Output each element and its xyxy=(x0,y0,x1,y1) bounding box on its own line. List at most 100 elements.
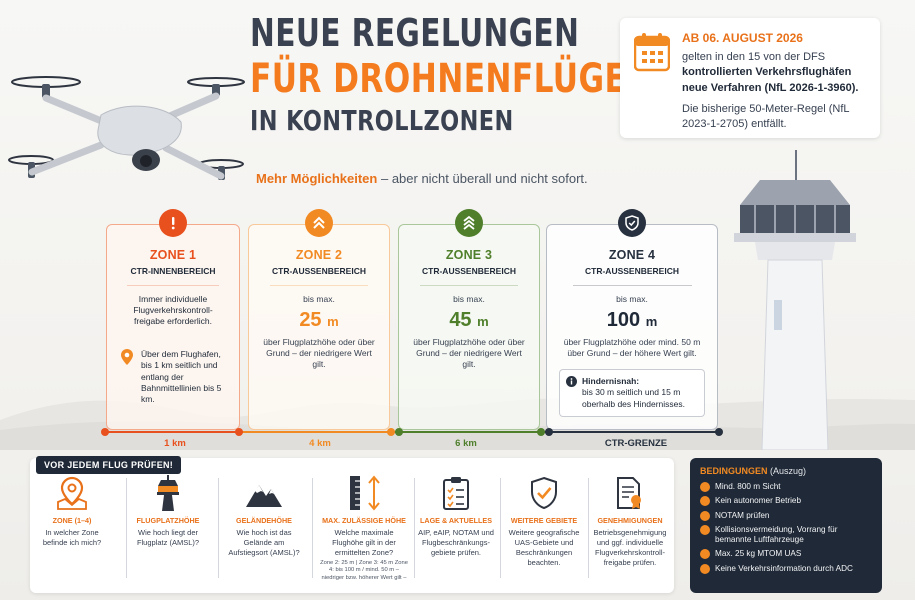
map-pin-icon xyxy=(57,476,87,510)
check-item-airport-elevation: FLUGPLATZHÖHE Wie hoch liegt der Flugpla… xyxy=(128,474,208,548)
check-icon xyxy=(700,496,710,507)
condition-item: Max. 25 kg MTOM UAS xyxy=(700,549,872,560)
distance-marker xyxy=(101,428,109,436)
chevrons-up-icon xyxy=(305,209,333,237)
condition-item: Mind. 800 m Sicht xyxy=(700,482,872,492)
distance-marker xyxy=(715,428,723,436)
check-item-other-areas: WEITERE GEBIETE Weitere geografische UAS… xyxy=(504,474,584,567)
distance-line-zone-3 xyxy=(391,431,541,433)
distance-line-zone-4 xyxy=(541,431,719,433)
check-icon xyxy=(700,524,710,535)
distance-label-2: 4 km xyxy=(309,438,331,449)
info-icon xyxy=(566,376,577,388)
distance-marker xyxy=(537,428,545,436)
zone-2-subtitle: CTR-AUSSENBEREICH xyxy=(272,266,366,277)
zone-3-subtitle: CTR-AUSSENBEREICH xyxy=(422,266,516,277)
check-item-text: Welche maximale Flughöhe gilt in der erm… xyxy=(332,528,396,557)
zone-4-card: ZONE 4 CTR-AUSSENBEREICH bis max. 100 m … xyxy=(546,209,718,430)
divider xyxy=(500,478,501,578)
zone-2-name: ZONE 2 xyxy=(295,248,343,262)
zone-2-prefix: bis max. xyxy=(303,294,335,305)
distance-label-4: CTR-GRENZE xyxy=(604,438,668,449)
check-item-text: In welcher Zone befinde ich mich? xyxy=(42,528,102,548)
conditions-panel: BEDINGUNGEN (Auszug) Mind. 800 m Sicht K… xyxy=(690,458,882,593)
obstacle-text: bis 30 m seitlich und 15 m oberhalb des … xyxy=(582,387,686,409)
check-icon xyxy=(700,482,710,492)
zone-2-card: ZONE 2 CTR-AUSSENBEREICH bis max. 25 m ü… xyxy=(248,209,390,430)
tagline-rest: – aber nicht überall und nicht sofort. xyxy=(377,171,588,186)
divider xyxy=(588,478,589,578)
divider xyxy=(126,478,127,578)
map-pin-icon xyxy=(121,349,133,366)
tagline-highlight: Mehr Möglichkeiten xyxy=(256,171,378,186)
distance-marker xyxy=(387,428,395,436)
info-text-procedure: kontrollierten Verkehrsflughäfen neue Ve… xyxy=(682,66,859,94)
zone-4-subtitle: CTR-AUSSENBEREICH xyxy=(585,266,679,277)
zone-4-note: über Flugplatzhöhe oder mind. 50 m über … xyxy=(563,337,701,359)
zone-1-subtitle: CTR-INNENBEREICH xyxy=(130,266,216,277)
zone-3-card: ZONE 3 CTR-AUSSENBEREICH bis max. 45 m ü… xyxy=(398,209,540,430)
shield-check-icon xyxy=(618,209,646,237)
document-seal-icon xyxy=(617,477,641,509)
effective-date-card: AB 06. AUGUST 2026 gelten in den 15 von … xyxy=(620,18,880,138)
check-item-permits: GENEHMIGUNGEN Betriebsgenehmigung und gg… xyxy=(590,474,670,567)
condition-item: Kein autonomer Betrieb xyxy=(700,496,872,507)
control-tower-illustration xyxy=(734,150,856,450)
zone-4-max-height: 100 m xyxy=(606,309,658,332)
shield-check-icon xyxy=(531,476,557,510)
check-item-text: Wie hoch ist das Gelände am Aufstiegsort… xyxy=(228,528,300,557)
zone-4-name: ZONE 4 xyxy=(608,248,656,262)
distance-line-zone-1 xyxy=(105,431,239,433)
distance-marker xyxy=(545,428,553,436)
divider xyxy=(218,478,219,578)
check-item-label: LAGE & AKTUELLES xyxy=(419,516,492,525)
check-item-label: FLUGPLATZHÖHE xyxy=(136,516,200,525)
check-icon xyxy=(700,510,710,521)
headline: NEUE REGELUNGEN FÜR DROHNENFLÜGE IN KONT… xyxy=(250,14,626,137)
info-text-old-rule: Die bisherige 50-Meter-Regel (NfL 2023-1… xyxy=(682,102,850,131)
conditions-title: BEDINGUNGEN (Auszug) xyxy=(700,466,807,476)
height-icon xyxy=(350,475,380,511)
drone-illustration xyxy=(8,76,245,180)
check-item-situation: LAGE & AKTUELLES AIP, eAIP, NOTAM und Fl… xyxy=(416,474,496,558)
check-item-label: MAX. ZULÄSSIGE HÖHE xyxy=(322,516,406,525)
clipboard-icon xyxy=(443,477,469,510)
obstacle-note: Hindernisnah: bis 30 m seitlich und 15 m… xyxy=(559,369,705,417)
distance-line-zone-2 xyxy=(239,431,391,433)
zone-3-prefix: bis max. xyxy=(453,294,485,305)
check-icon xyxy=(700,563,710,574)
check-item-terrain: GELÄNDEHÖHE Wie hoch ist das Gelände am … xyxy=(224,474,304,558)
zone-1-location-text: Über dem Flughafen, bis 1 km seitlich un… xyxy=(141,349,222,404)
triple-chevron-up-icon xyxy=(455,209,483,237)
zone-2-note: über Flugplatzhöhe oder über Grund – der… xyxy=(263,337,375,370)
distance-label-1: 1 km xyxy=(164,438,186,449)
zone-3-name: ZONE 3 xyxy=(445,248,493,262)
checklist-title: VOR JEDEM FLUG PRÜFEN! xyxy=(36,456,182,474)
check-item-text: AIP, eAIP, NOTAM und Flugbeschränkungs-g… xyxy=(418,528,494,557)
check-icon xyxy=(700,549,710,560)
zone-1-name: ZONE 1 xyxy=(149,248,197,262)
check-item-note: Zone 2: 25 m | Zone 3: 45 m Zone 4: bis … xyxy=(320,559,408,581)
check-item-max-height: MAX. ZULÄSSIGE HÖHE Welche maximale Flug… xyxy=(318,474,410,582)
tower-icon xyxy=(157,475,179,511)
tagline: Mehr Möglichkeiten – aber nicht überall … xyxy=(256,171,588,186)
check-item-label: WEITERE GEBIETE xyxy=(510,516,578,525)
warning-icon xyxy=(159,209,187,237)
distance-marker xyxy=(235,428,243,436)
headline-line-3: IN KONTROLLZONEN xyxy=(250,104,514,137)
obstacle-title: Hindernisnah: xyxy=(582,376,640,387)
conditions-list: Mind. 800 m Sicht Kein autonomer Betrieb… xyxy=(700,482,872,574)
zone-2-max-height: 25 m xyxy=(299,309,339,332)
condition-item: Kollisionsvermeidung, Vorrang für bemann… xyxy=(700,524,872,546)
zone-3-note: über Flugplatzhöhe oder über Grund – der… xyxy=(413,337,525,370)
check-item-label: GENEHMIGUNGEN xyxy=(597,516,663,525)
condition-item: Keine Verkehrsinformation durch ADC xyxy=(700,563,872,574)
check-item-text: Weitere geografische UAS-Gebiete und Bes… xyxy=(508,528,580,567)
divider xyxy=(312,478,313,578)
check-item-label: GELÄNDEHÖHE xyxy=(236,516,292,525)
check-item-zone: ZONE (1–4) In welcher Zone befinde ich m… xyxy=(32,474,112,548)
distance-marker xyxy=(395,428,403,436)
check-item-text: Betriebsgenehmigung und ggf. individuell… xyxy=(593,528,667,567)
effective-date: AB 06. AUGUST 2026 xyxy=(682,31,803,45)
distance-label-3: 6 km xyxy=(455,438,477,449)
